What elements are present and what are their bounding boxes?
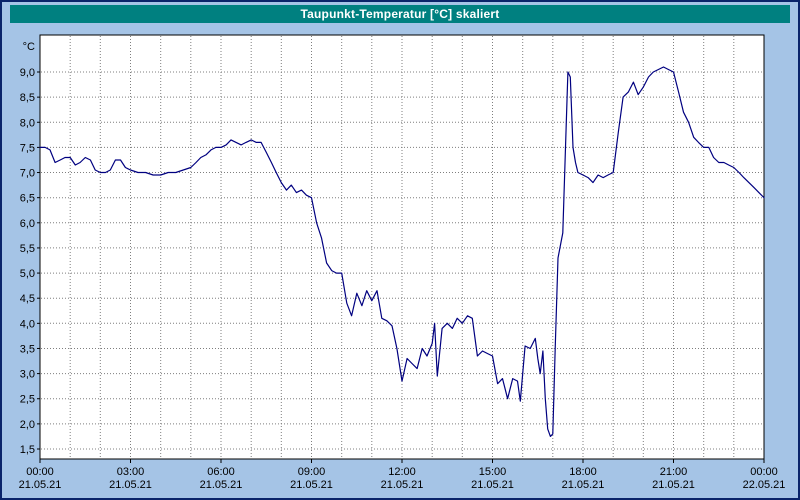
- y-tick-label: 2,0: [20, 419, 35, 431]
- x-tick-time: 09:00: [298, 466, 326, 478]
- y-tick-label: 7,0: [20, 168, 35, 180]
- x-tick-date: 21.05.21: [652, 479, 695, 491]
- y-tick-label: 8,0: [20, 117, 35, 129]
- x-tick-time: 00:00: [750, 466, 778, 478]
- y-tick-label: 3,5: [20, 343, 35, 355]
- y-tick-label: 1,5: [20, 444, 35, 456]
- y-tick-label: 6,0: [20, 218, 35, 230]
- x-tick-date: 21.05.21: [19, 479, 62, 491]
- x-tick-date: 21.05.21: [471, 479, 514, 491]
- x-tick-time: 15:00: [479, 466, 507, 478]
- y-tick-label: 4,0: [20, 318, 35, 330]
- x-tick-time: 00:00: [26, 466, 54, 478]
- x-tick-time: 12:00: [388, 466, 416, 478]
- y-axis-unit: °C: [23, 41, 35, 53]
- chart-title-bar: Taupunkt-Temperatur [°C] skaliert: [10, 5, 790, 23]
- y-tick-label: 8,5: [20, 92, 35, 104]
- y-tick-label: 5,0: [20, 268, 35, 280]
- series-line-taupunkt: [39, 66, 765, 437]
- y-tick-label: 7,5: [20, 142, 35, 154]
- x-tick-time: 21:00: [660, 466, 688, 478]
- chart-title: Taupunkt-Temperatur [°C] skaliert: [300, 7, 500, 21]
- x-tick-date: 21.05.21: [290, 479, 333, 491]
- y-tick-label: 5,5: [20, 243, 35, 255]
- y-tick-label: 2,5: [20, 394, 35, 406]
- y-tick-label: 3,0: [20, 369, 35, 381]
- y-tick-label: 9,0: [20, 67, 35, 79]
- x-tick-date: 21.05.21: [381, 479, 424, 491]
- x-tick-date: 21.05.21: [200, 479, 243, 491]
- x-tick-date: 21.05.21: [109, 479, 152, 491]
- x-tick-date: 21.05.21: [562, 479, 605, 491]
- x-tick-time: 03:00: [117, 466, 145, 478]
- x-tick-time: 18:00: [569, 466, 597, 478]
- x-tick-time: 06:00: [207, 466, 235, 478]
- y-tick-label: 4,5: [20, 293, 35, 305]
- y-tick-label: 6,5: [20, 193, 35, 205]
- x-tick-date: 22.05.21: [743, 479, 786, 491]
